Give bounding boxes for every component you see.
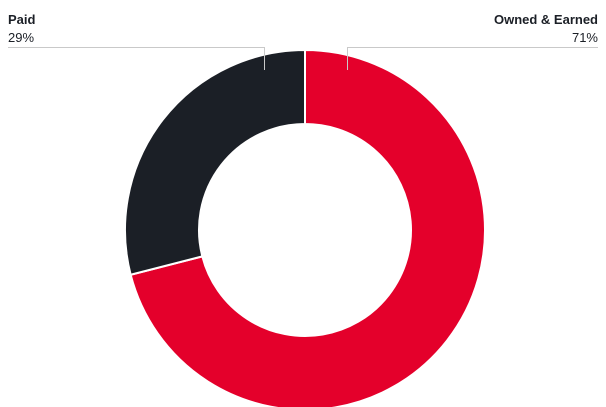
slice-value-owned-earned: 71%: [572, 30, 598, 45]
leader-line-owned-earned: [347, 47, 598, 70]
slice-value-paid: 29%: [8, 30, 34, 45]
slice-label-paid: Paid: [8, 12, 36, 27]
slice-label-owned-earned: Owned & Earned: [494, 12, 598, 27]
leader-line-paid: [8, 47, 265, 70]
donut-slices: [124, 48, 486, 407]
label-group-paid: Paid 29%: [8, 12, 265, 70]
donut-slice-paid: [124, 48, 306, 276]
label-group-owned-earned: Owned & Earned 71%: [347, 12, 598, 70]
donut-slice-owned-earned: [129, 48, 486, 407]
